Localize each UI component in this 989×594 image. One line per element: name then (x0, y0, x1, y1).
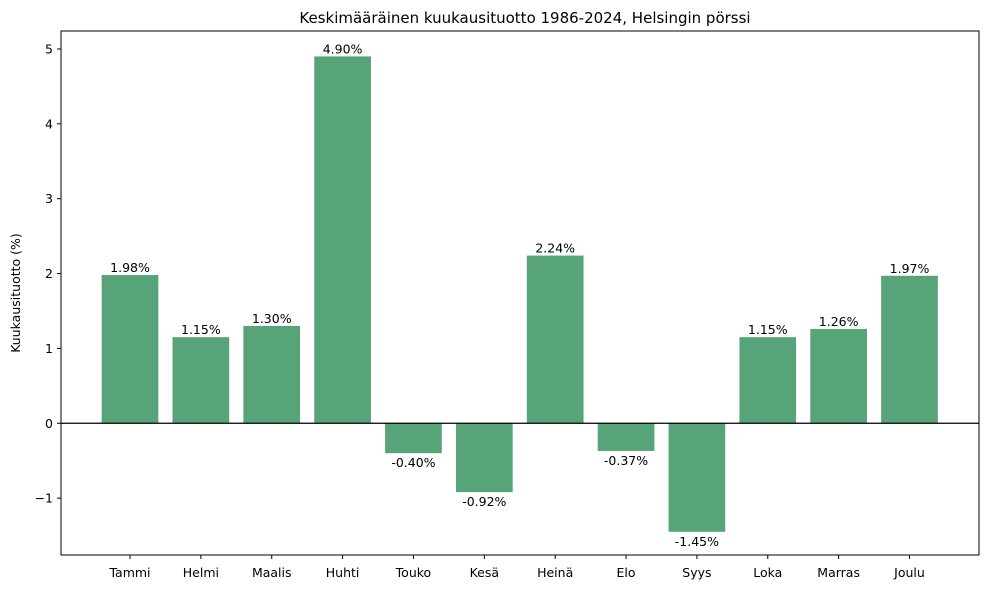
x-tick-label-elo: Elo (617, 565, 636, 580)
x-tick-label-syys: Syys (682, 565, 711, 580)
data-label-loka: 1.15% (748, 322, 788, 337)
plot-frame (60, 30, 980, 556)
data-label-kesä: -0.92% (462, 494, 506, 509)
data-labels-group: 1.98% 1.15% 1.30% 4.90% -0.40% -0.92% 2.24% -0.… (110, 41, 929, 548)
bar-tammi (101, 275, 159, 424)
x-tick-label-kesä: Kesä (470, 565, 499, 580)
y-axis-label: Kuukausituotto (%) (8, 233, 23, 353)
data-label-helmi: 1.15% (181, 322, 221, 337)
data-label-elo: -0.37% (604, 453, 648, 468)
bar-huhti (314, 56, 371, 424)
x-tick-label-huhti: Huhti (326, 565, 360, 580)
chart-title: Keskimääräinen kuukausituotto 1986-2024,… (299, 9, 750, 27)
x-tick-label-maalis: Maalis (252, 565, 292, 580)
bar-touko (385, 423, 442, 454)
x-tick-label-marras: Marras (817, 565, 860, 580)
data-label-marras: 1.26% (819, 314, 859, 329)
y-tick-label: 5 (45, 41, 53, 56)
axes-group: −1 0 1 2 3 4 5 Tammi Helmi Maalis Huhti Touko Kesä He… (35, 30, 980, 580)
data-label-maalis: 1.30% (252, 311, 292, 326)
x-tick-label-joulu: Joulu (893, 565, 925, 580)
bar-heinä (526, 255, 584, 424)
data-label-heinä: 2.24% (535, 241, 575, 256)
x-tick-label-loka: Loka (753, 565, 782, 580)
bar-elo (597, 423, 655, 451)
y-tick-label: 2 (45, 266, 53, 281)
x-tick-label-touko: Touko (395, 565, 432, 580)
x-tick-label-helmi: Helmi (183, 565, 219, 580)
x-tick-label-heinä: Heinä (537, 565, 573, 580)
data-label-joulu: 1.97% (890, 261, 930, 276)
bar-maalis (243, 325, 301, 424)
data-label-syys: -1.45% (675, 534, 719, 549)
bar-joulu (881, 275, 938, 424)
y-tick-label: 4 (45, 116, 53, 131)
y-tick-label: 0 (45, 416, 53, 431)
y-tick-label: 1 (45, 341, 53, 356)
bar-syys (668, 423, 726, 532)
bar-kesä (455, 423, 513, 493)
data-label-tammi: 1.98% (110, 260, 150, 275)
bar-helmi (172, 337, 230, 424)
bars-group (101, 56, 938, 532)
bar-marras (810, 328, 867, 424)
data-label-huhti: 4.90% (323, 41, 363, 56)
data-label-touko: -0.40% (391, 455, 435, 470)
y-tick-label: 3 (45, 191, 53, 206)
x-tick-label-tammi: Tammi (108, 565, 150, 580)
y-tick-label: −1 (35, 491, 53, 506)
bar-loka (739, 337, 797, 424)
